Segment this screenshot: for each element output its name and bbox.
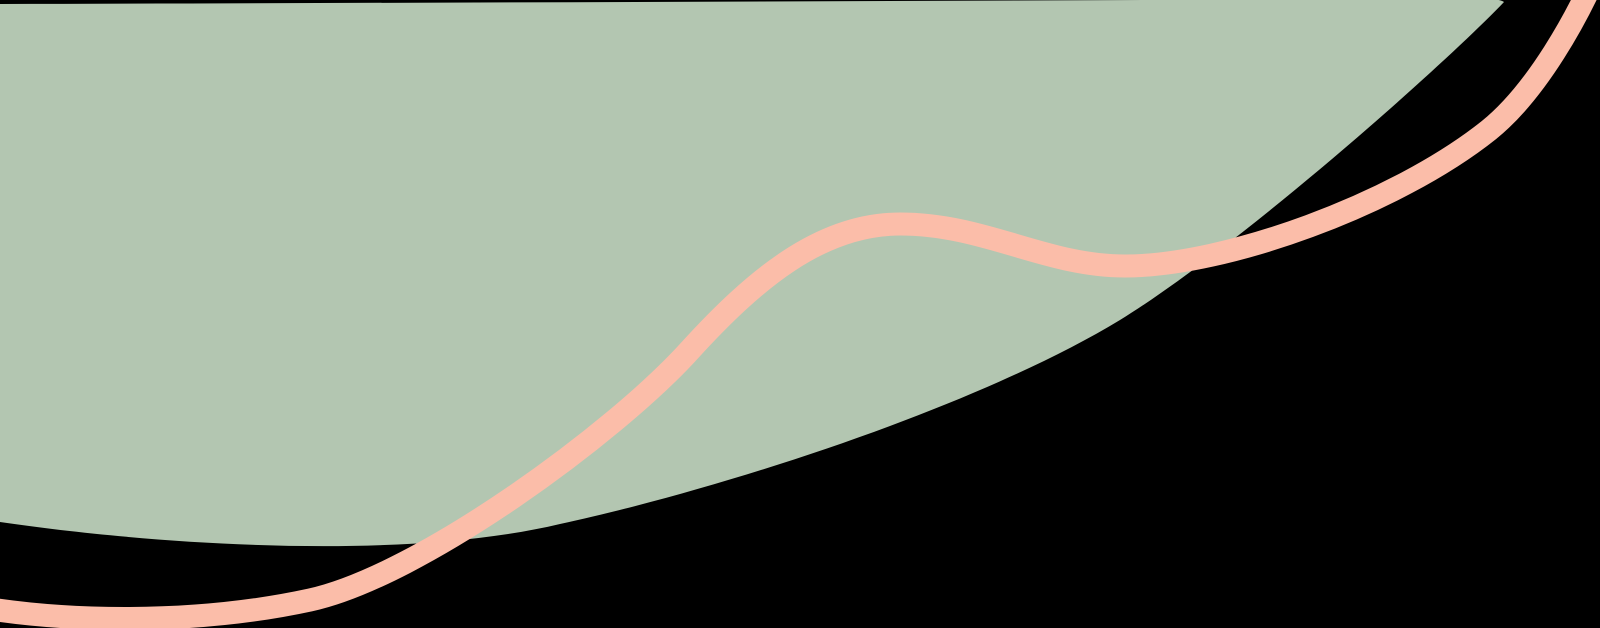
green-blob-shape: [0, 0, 1504, 547]
